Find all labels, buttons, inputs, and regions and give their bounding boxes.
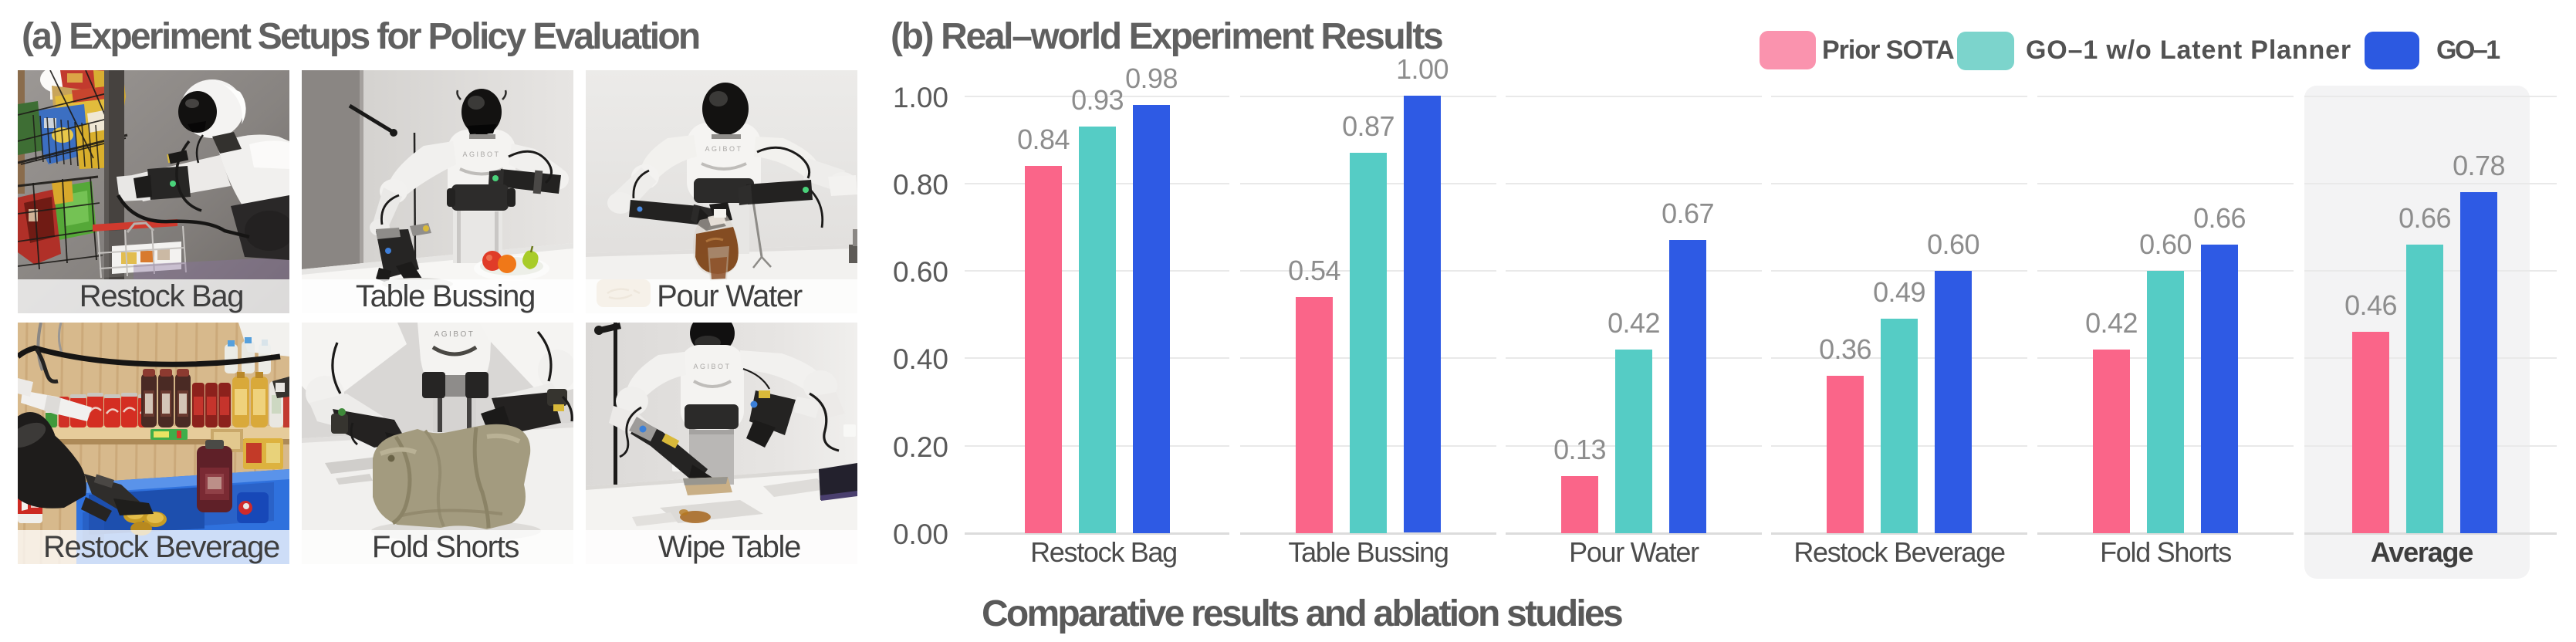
svg-text:AGIBOT: AGIBOT xyxy=(434,330,475,339)
svg-text:AGIBOT: AGIBOT xyxy=(693,363,731,370)
svg-text:Fold Shorts: Fold Shorts xyxy=(372,530,519,564)
svg-text:Wipe Table: Wipe Table xyxy=(658,530,800,564)
svg-text:Table Bussing: Table Bussing xyxy=(356,279,535,313)
svg-text:Restock Bag: Restock Bag xyxy=(79,279,243,313)
svg-text:AGIBOT: AGIBOT xyxy=(705,145,742,153)
svg-text:AGIBOT: AGIBOT xyxy=(462,150,500,158)
svg-text:Pour Water: Pour Water xyxy=(657,279,803,313)
svg-text:Restock Beverage: Restock Beverage xyxy=(43,530,279,564)
